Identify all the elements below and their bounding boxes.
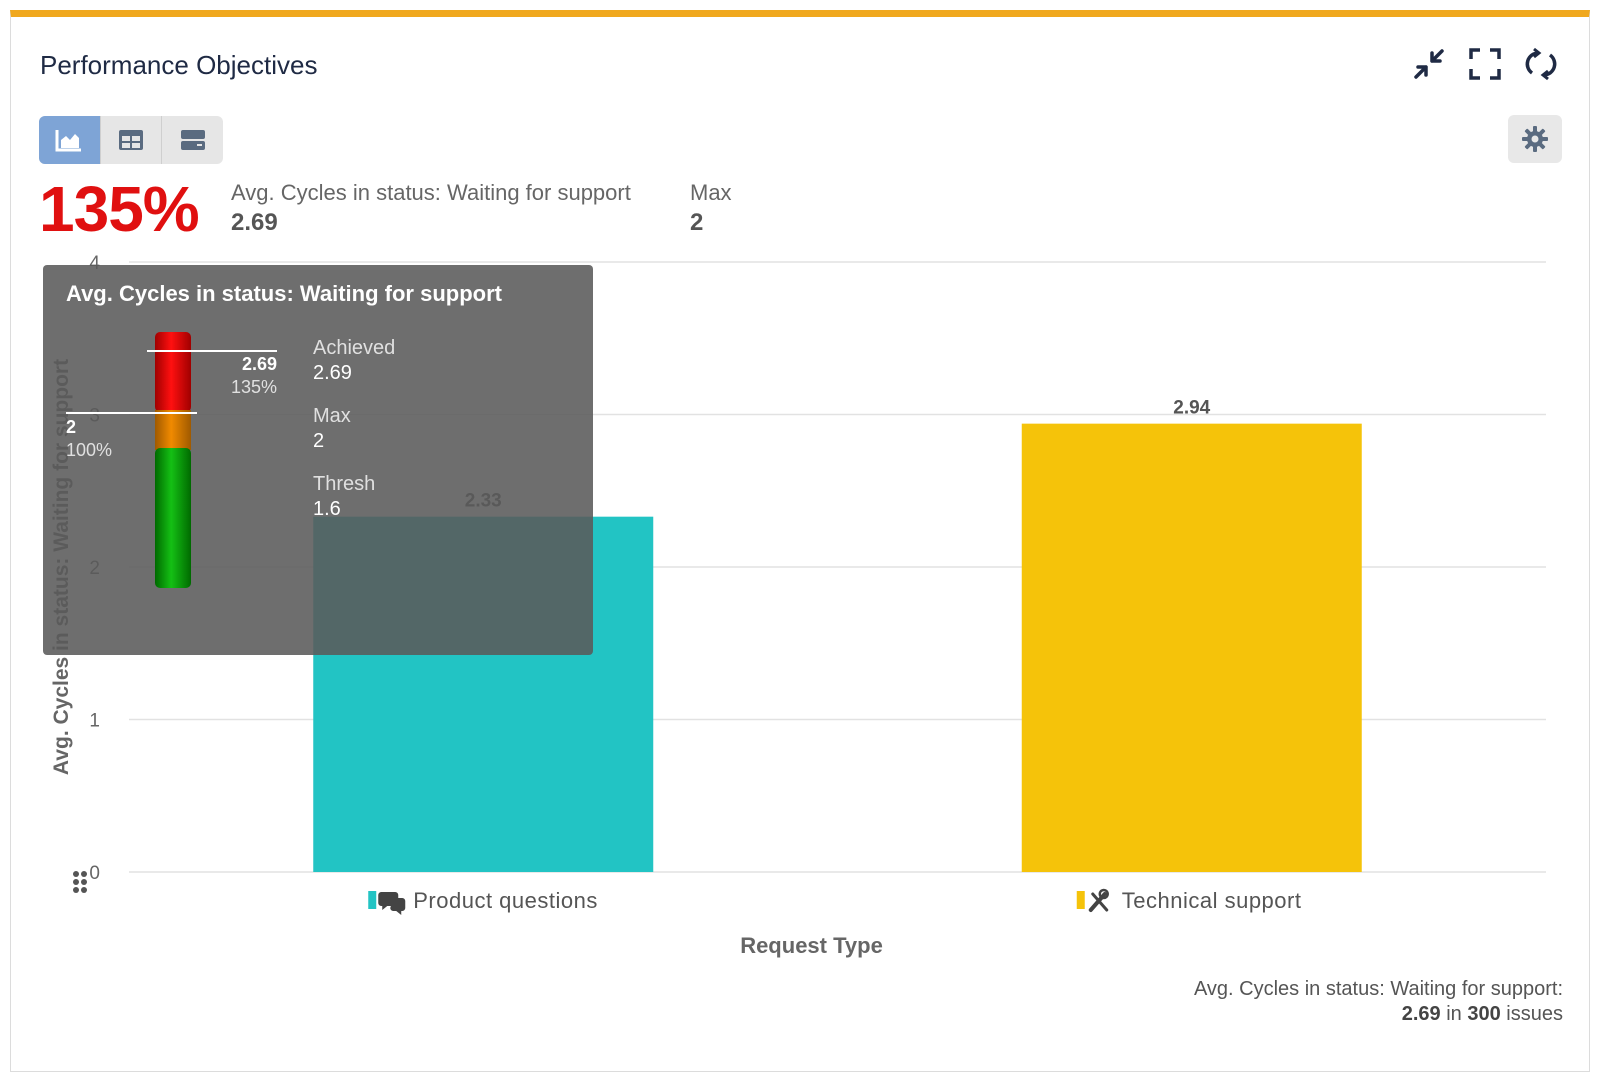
gauge-achieved-value: 2.69: [241, 354, 277, 374]
footer-value: 2.69: [1401, 1003, 1441, 1025]
footer-issues: issues: [1506, 1003, 1563, 1025]
table-view-icon: [119, 130, 143, 150]
bar: [1021, 423, 1362, 872]
category-swatch: [1076, 891, 1085, 909]
metric-label: Avg. Cycles in status: Waiting for suppo…: [231, 180, 631, 205]
x-tick-label: Technical support: [1122, 888, 1302, 913]
tools-icon: [1088, 888, 1109, 912]
fullscreen-icon[interactable]: [1468, 47, 1502, 81]
footer-count: 300: [1467, 1003, 1501, 1025]
tooltip-achieved-value: 2.69: [313, 362, 352, 384]
drag-handle-icon[interactable]: [73, 871, 87, 893]
footer-summary: 2.69 in 300 issues: [1402, 1003, 1563, 1026]
tooltip-achieved-label: Achieved: [313, 337, 396, 359]
list-view-button[interactable]: [162, 116, 223, 164]
kpi-percent: 135%: [39, 173, 200, 245]
y-tick-label: 4: [89, 253, 100, 274]
chat-icon: [378, 892, 406, 915]
gauge-max-value: 2: [66, 417, 77, 437]
x-tick-label: Product questions: [413, 888, 598, 913]
view-toggle-group: [39, 116, 223, 164]
bar-value-label: 2.94: [1173, 398, 1210, 419]
max-value: 2: [690, 209, 704, 236]
widget-title: Performance Objectives: [40, 50, 318, 80]
gauge-max-percent: 100%: [66, 440, 113, 460]
tooltip-max-value: 2: [313, 430, 325, 452]
tooltip: Avg. Cycles in status: Waiting for suppo…: [43, 265, 593, 655]
gauge: [66, 332, 277, 588]
y-tick-label: 1: [89, 711, 100, 732]
tooltip-thresh-label: Thresh: [313, 473, 376, 495]
footer-in: in: [1446, 1003, 1462, 1025]
y-tick-label: 0: [89, 863, 100, 884]
max-label: Max: [690, 180, 732, 205]
tooltip-thresh-value: 1.6: [313, 498, 341, 520]
collapse-icon[interactable]: [1412, 47, 1446, 81]
chart-view-button[interactable]: [39, 116, 101, 164]
tooltip-title: Avg. Cycles in status: Waiting for suppo…: [66, 281, 502, 306]
gauge-red-zone: [155, 332, 191, 412]
tooltip-max-label: Max: [313, 405, 351, 427]
gauge-achieved-percent: 135%: [230, 377, 277, 397]
metric-value: 2.69: [231, 209, 278, 236]
gear-icon: [1522, 126, 1548, 152]
refresh-icon[interactable]: [1524, 47, 1558, 81]
footer-label: Avg. Cycles in status: Waiting for suppo…: [1193, 978, 1563, 1000]
x-axis-label: Request Type: [740, 933, 883, 958]
gauge-orange-zone: [155, 410, 191, 450]
list-view-icon: [180, 130, 205, 150]
category-swatch: [368, 891, 377, 909]
chart-view-icon: [55, 130, 82, 152]
gauge-green-zone: [155, 448, 191, 588]
table-view-button[interactable]: [101, 116, 163, 164]
settings-button[interactable]: [1508, 115, 1562, 163]
